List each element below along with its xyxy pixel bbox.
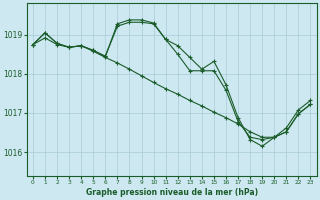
X-axis label: Graphe pression niveau de la mer (hPa): Graphe pression niveau de la mer (hPa) — [86, 188, 258, 197]
